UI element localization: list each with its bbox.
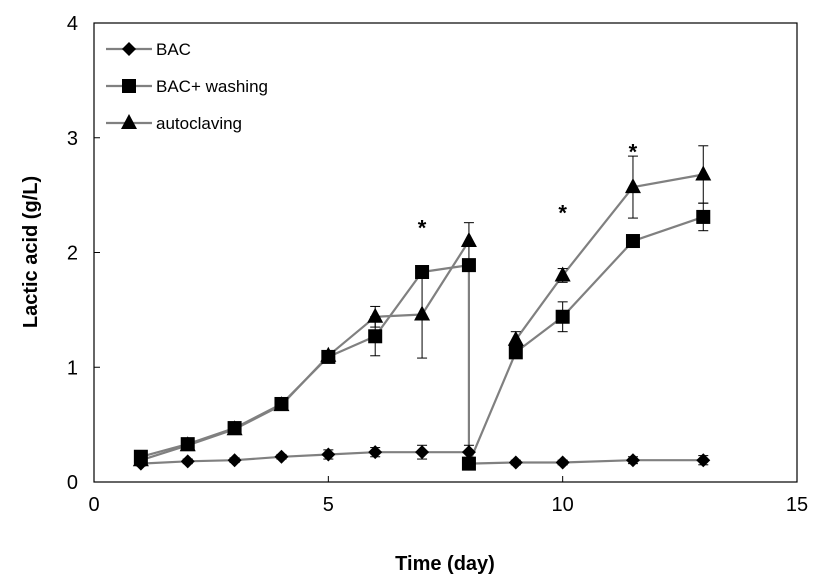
data-point-triangle <box>320 346 337 362</box>
legend-label: BAC <box>156 40 191 59</box>
legend-label: BAC+ washing <box>156 77 268 96</box>
data-point-square <box>508 345 523 360</box>
data-point-triangle <box>624 178 641 194</box>
data-point-triangle <box>414 305 431 321</box>
legend-marker-triangle <box>121 114 137 129</box>
axis-ticks: 0 5 10 15 0 1 2 3 4 <box>67 13 808 516</box>
data-point-triangle <box>507 330 524 346</box>
y-tick-label: 0 <box>67 472 78 494</box>
data-point-diamond <box>180 454 195 469</box>
significance-asterisk: * <box>629 140 638 165</box>
data-point-triangle <box>367 307 384 323</box>
data-point-diamond <box>227 453 242 468</box>
data-point-square <box>625 234 640 249</box>
data-point-diamond <box>625 453 640 468</box>
data-point-square <box>696 209 711 224</box>
significance-asterisk: * <box>558 200 567 225</box>
data-point-diamond <box>461 445 476 460</box>
x-axis-title: Time (day) <box>395 553 495 575</box>
significance-asterisk: * <box>418 215 427 240</box>
y-tick-label: 1 <box>67 357 78 379</box>
x-tick-label: 15 <box>786 494 808 516</box>
legend-label: autoclaving <box>156 114 242 133</box>
data-point-triangle <box>695 165 712 181</box>
series-line-triangle <box>140 240 470 462</box>
data-point-diamond <box>696 453 711 468</box>
data-point-diamond <box>321 447 336 462</box>
data-point-diamond <box>555 455 570 470</box>
y-tick-label: 3 <box>67 128 78 150</box>
data-point-triangle <box>273 396 290 412</box>
series-line-triangle <box>514 173 704 341</box>
data-point-square <box>461 456 476 471</box>
legend: BAC BAC+ washing autoclaving <box>106 40 268 133</box>
plot-frame <box>93 22 798 483</box>
data-point-triangle <box>460 232 477 248</box>
data-point-square <box>461 258 476 273</box>
significance-annotations: * * * <box>418 140 638 241</box>
y-axis-title: Lactic acid (g/L) <box>20 176 42 328</box>
series-markers <box>132 165 712 471</box>
data-point-square <box>368 329 383 344</box>
data-point-diamond <box>508 455 523 470</box>
data-point-triangle <box>554 266 571 282</box>
legend-marker-square <box>122 79 136 93</box>
data-point-diamond <box>415 445 430 460</box>
legend-marker-diamond <box>122 42 136 56</box>
data-point-square <box>415 265 430 280</box>
x-tick-label: 5 <box>323 494 334 516</box>
data-point-diamond <box>274 449 289 464</box>
x-tick-label: 0 <box>88 494 99 516</box>
y-tick-label: 2 <box>67 243 78 265</box>
x-tick-label: 10 <box>552 494 574 516</box>
data-point-square <box>555 309 570 324</box>
data-point-triangle <box>132 451 149 467</box>
data-point-diamond <box>368 445 383 460</box>
y-tick-label: 4 <box>67 13 78 35</box>
data-point-triangle <box>179 436 196 452</box>
data-point-triangle <box>226 420 243 436</box>
